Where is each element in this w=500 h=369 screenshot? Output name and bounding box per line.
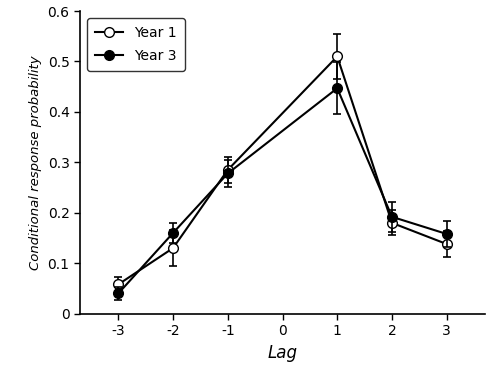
Y-axis label: Conditional response probability: Conditional response probability bbox=[29, 55, 42, 270]
Legend: Year 1, Year 3: Year 1, Year 3 bbox=[87, 18, 185, 71]
X-axis label: Lag: Lag bbox=[268, 344, 298, 362]
